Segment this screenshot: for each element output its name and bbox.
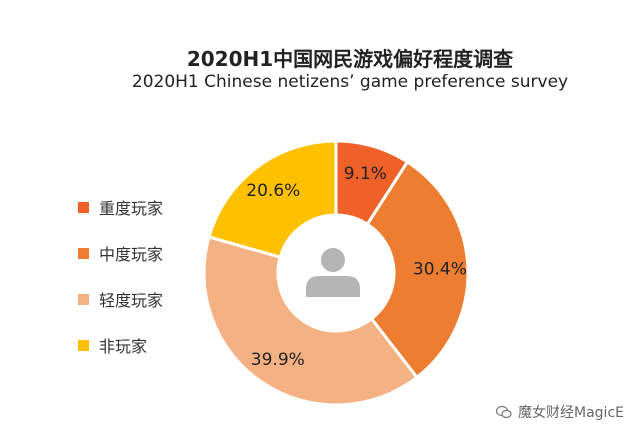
slice-label: 30.4%	[413, 259, 467, 279]
donut-slice	[207, 139, 338, 260]
slice-label: 20.6%	[246, 181, 300, 201]
legend-label: 轻度玩家	[99, 291, 164, 310]
legend-item: 中度玩家	[78, 230, 163, 276]
chart-subtitle: 2020H1 Chinese netizens’ game preference…	[131, 72, 569, 92]
legend-item: 重度玩家	[78, 184, 163, 230]
legend-item: 轻度玩家	[78, 276, 163, 322]
legend-swatch	[78, 293, 89, 305]
legend-label: 中度玩家	[99, 245, 164, 264]
donut-hole	[278, 215, 394, 331]
slice-label: 9.1%	[344, 164, 387, 184]
legend: 重度玩家 中度玩家 轻度玩家 非玩家	[78, 184, 163, 368]
wechat-icon	[496, 405, 512, 419]
legend-swatch	[78, 247, 89, 259]
legend-label: 重度玩家	[99, 199, 164, 218]
chart-title: 2020H1中国网民游戏偏好程度调查	[186, 47, 514, 71]
user-avatar-icon	[306, 248, 360, 297]
slice-label: 39.9%	[251, 350, 305, 370]
legend-swatch	[78, 339, 89, 351]
legend-swatch	[78, 201, 89, 213]
legend-label: 非玩家	[99, 337, 148, 356]
legend-item: 非玩家	[78, 322, 163, 368]
watermark-text: 魔女财经MagicE	[518, 405, 624, 421]
watermark: 魔女财经MagicE	[496, 402, 624, 422]
